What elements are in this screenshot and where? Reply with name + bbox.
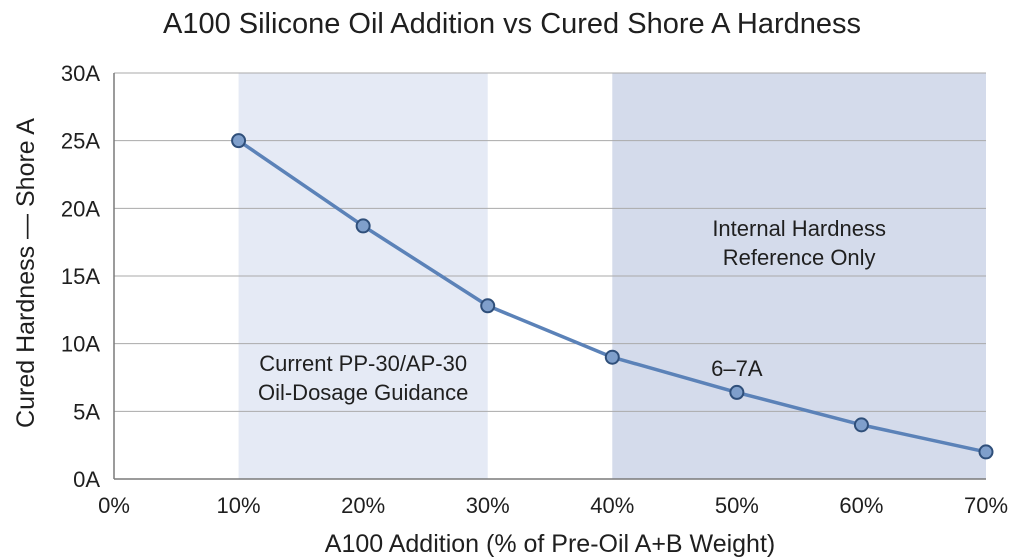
- band-label-2: Reference Only: [723, 245, 876, 270]
- y-tick-label: 20A: [61, 196, 100, 221]
- band-label-1: Current PP-30/AP-30: [259, 351, 467, 376]
- y-tick-label: 25A: [61, 129, 100, 154]
- y-tick-label: 30A: [61, 61, 100, 86]
- data-point: [729, 384, 745, 400]
- y-tick-label: 10A: [61, 332, 100, 357]
- annotation-layer: 6–7A: [711, 356, 763, 381]
- y-axis-label: Cured Hardness — Shore A: [12, 118, 40, 428]
- data-point: [853, 417, 869, 433]
- x-axis-label: A100 Addition (% of Pre-Oil A+B Weight): [325, 530, 775, 558]
- band-label-1: Oil-Dosage Guidance: [258, 380, 468, 405]
- grid-layer: [114, 72, 986, 412]
- data-point: [231, 133, 247, 149]
- x-tick-label: 10%: [217, 493, 261, 518]
- data-point: [355, 218, 371, 234]
- x-tick-label: 40%: [590, 493, 634, 518]
- x-tick-label: 50%: [715, 493, 759, 518]
- data-point: [978, 444, 994, 460]
- chart-title: A100 Silicone Oil Addition vs Cured Shor…: [163, 8, 861, 40]
- data-point: [604, 349, 620, 365]
- series-layer: [231, 133, 994, 460]
- x-tick-label: 70%: [964, 493, 1008, 518]
- annotation-label: 6–7A: [711, 356, 763, 381]
- x-tick-label: 0%: [98, 493, 130, 518]
- y-tick-label: 0A: [73, 467, 100, 492]
- y-tick-label: 15A: [61, 264, 100, 289]
- data-point: [480, 298, 496, 314]
- y-tick-label: 5A: [73, 399, 100, 424]
- x-tick-label: 30%: [466, 493, 510, 518]
- band-label-2: Internal Hardness: [712, 216, 886, 241]
- axes-layer: 0A 5A 10A 15A 20A 25A 30A 0% 10% 20% 30% 40% 50% 60% 7…: [61, 61, 1008, 518]
- x-tick-label: 20%: [341, 493, 385, 518]
- x-tick-label: 60%: [839, 493, 883, 518]
- band-label-layer: Current PP-30/AP-30 Oil-Dosage Guidance In…: [258, 216, 886, 405]
